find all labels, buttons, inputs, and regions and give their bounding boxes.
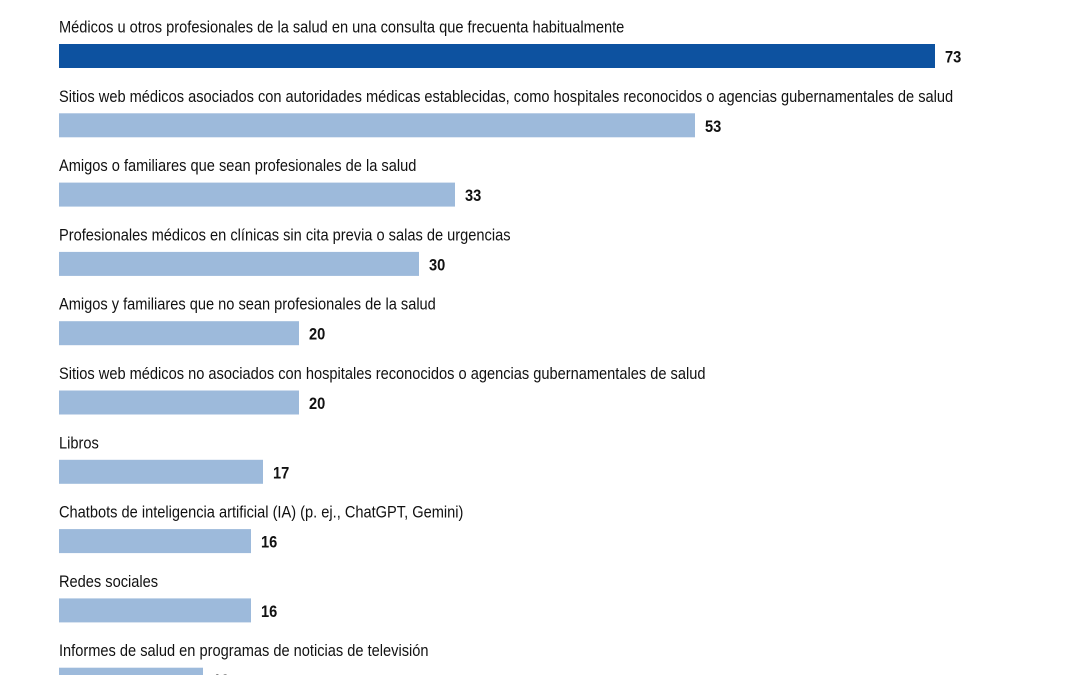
bar (59, 113, 695, 138)
bar-label: Amigos o familiares que sean profesional… (59, 157, 416, 175)
value-label: 16 (261, 603, 277, 621)
bar-label: Profesionales médicos en clínicas sin ci… (59, 226, 511, 244)
value-label: 20 (309, 326, 325, 344)
bar (59, 459, 263, 484)
bar (59, 44, 935, 68)
bar-label: Redes sociales (59, 573, 158, 591)
bar-label: Sitios web médicos no asociados con hosp… (59, 365, 705, 383)
bar (59, 390, 299, 415)
bar (59, 529, 251, 554)
value-label: 20 (309, 395, 325, 413)
bar (59, 251, 419, 276)
value-label: 53 (705, 118, 721, 136)
bar (59, 598, 251, 623)
bar-label: Informes de salud en programas de notici… (59, 642, 429, 660)
value-label: 30 (429, 256, 445, 274)
bar-label: Amigos y familiares que no sean profesio… (59, 296, 436, 314)
bar-label: Médicos u otros profesionales de la salu… (59, 19, 624, 37)
bar-label: Chatbots de inteligencia artificial (IA)… (59, 504, 463, 522)
bar-label: Sitios web médicos asociados con autorid… (59, 88, 953, 106)
bar (59, 667, 203, 675)
bar (59, 321, 299, 346)
value-label: 33 (465, 187, 481, 205)
value-label: 17 (273, 464, 289, 482)
value-label: 12 (213, 672, 229, 675)
value-label: 73 (945, 49, 961, 67)
bar (59, 182, 455, 207)
bar-label: Libros (59, 434, 99, 452)
value-label: 16 (261, 534, 277, 552)
